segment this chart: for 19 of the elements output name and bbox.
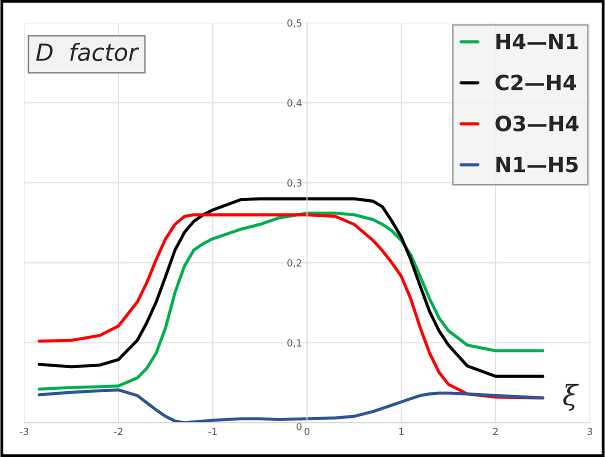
x-tick-label: 2 <box>493 428 498 435</box>
x-tick-label: -3 <box>20 428 28 436</box>
x-tick-label: 0 <box>304 428 310 436</box>
x-tick-label: -2 <box>114 428 122 435</box>
x-axis-title: ξ <box>563 384 579 411</box>
text: D factor <box>36 42 140 62</box>
legend-label: C2—H4 <box>496 74 576 90</box>
x-tick-label: 3 <box>588 428 592 436</box>
y-tick-label: 0,5 <box>287 19 302 28</box>
y-tick-label: 0,4 <box>287 99 302 108</box>
y-tick-label: 0,1 <box>287 339 302 348</box>
y-tick-label: 0,2 <box>287 259 302 268</box>
legend-label: H4—N1 <box>496 34 578 50</box>
x-tick-label: 1 <box>399 428 404 435</box>
line-series <box>38 388 544 423</box>
x-tick-label: -1 <box>208 428 217 435</box>
legend-label: O3—H4 <box>496 116 578 132</box>
y-tick-label: 0,3 <box>287 179 302 188</box>
legend-label: N1—H5 <box>496 156 578 172</box>
